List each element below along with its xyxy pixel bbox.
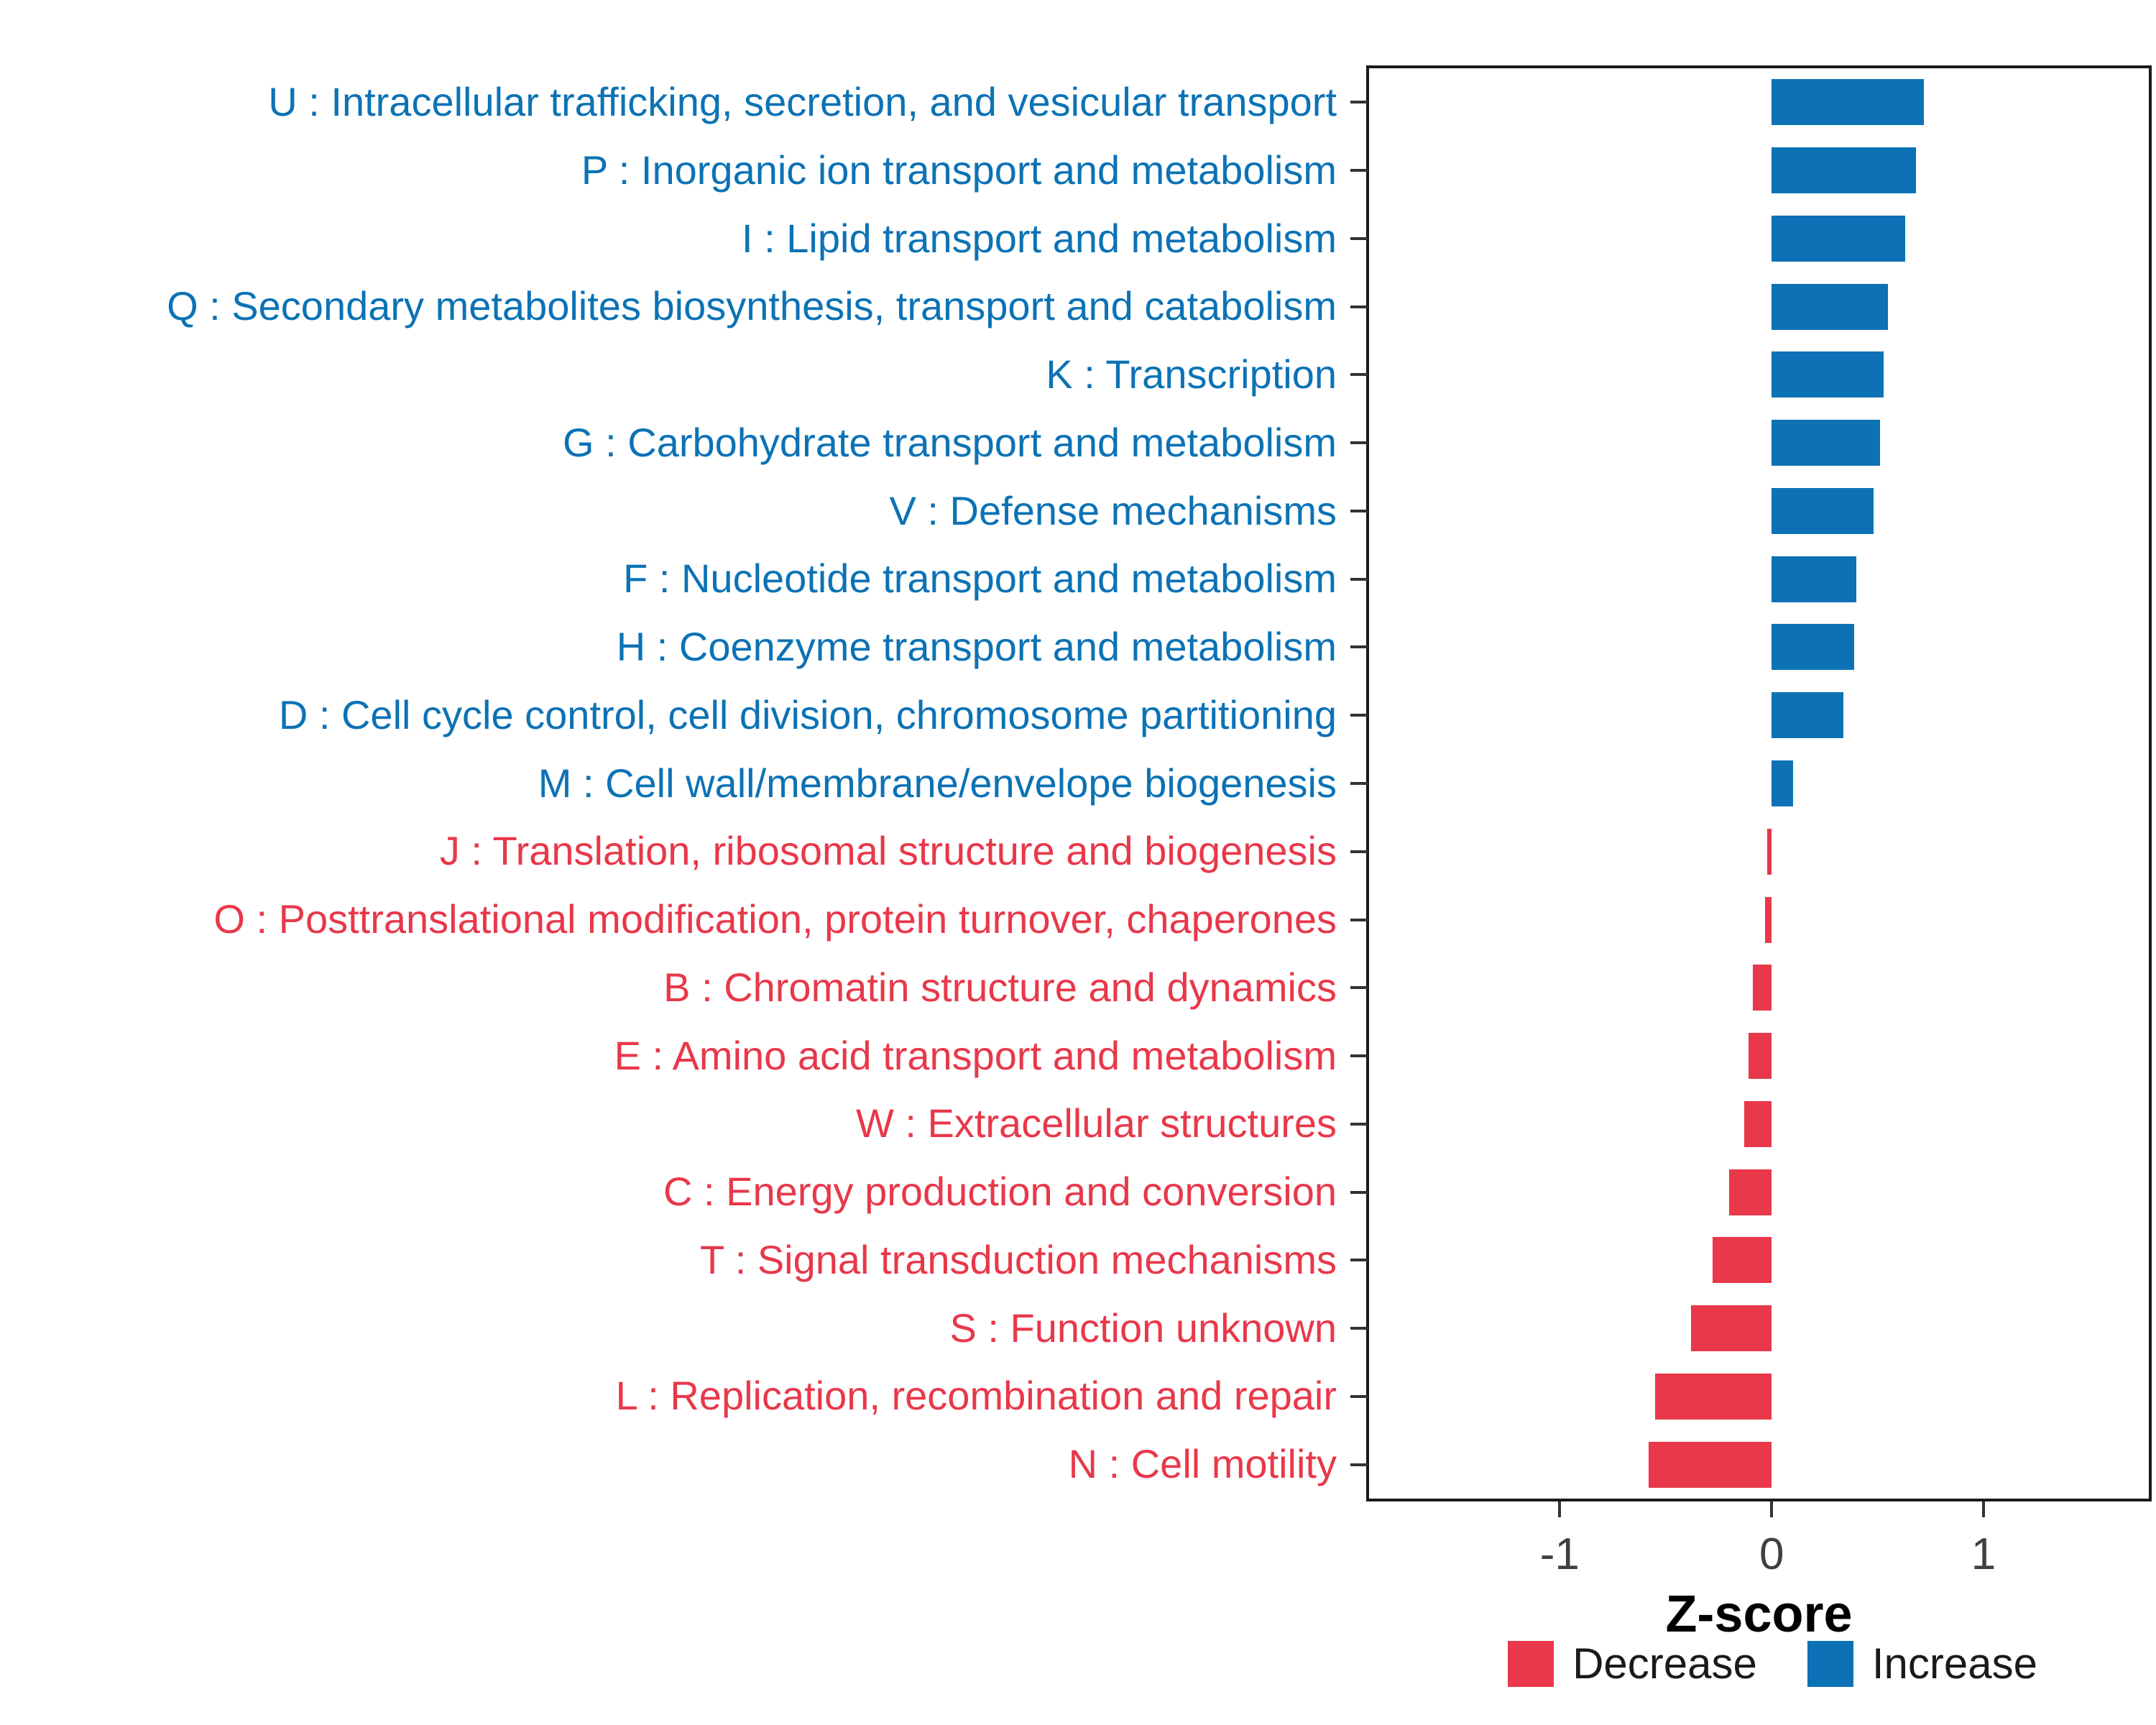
x-tick-1 [1982,1501,1986,1517]
bar-V [1772,487,1874,534]
legend-swatch-decrease [1508,1640,1554,1687]
category-label-C: C : Energy production and conversion [663,1169,1337,1215]
bar-P [1772,147,1916,194]
y-tick-D [1350,714,1368,717]
category-label-Q: Q : Secondary metabolites biosynthesis, … [167,283,1337,329]
y-tick-B [1350,986,1368,990]
category-label-H: H : Coenzyme transport and metabolism [616,624,1337,670]
category-label-I: I : Lipid transport and metabolism [742,215,1337,261]
category-label-M: M : Cell wall/membrane/envelope biogenes… [538,760,1337,806]
bar-T [1712,1237,1772,1284]
x-axis-title: Z-score [1665,1586,1853,1643]
bar-O [1765,896,1772,943]
legend-label-decrease: Decrease [1572,1639,1757,1688]
category-label-F: F : Nucleotide transport and metabolism [623,556,1337,602]
legend-label-increase: Increase [1871,1639,2037,1688]
legend: Decrease Increase [1508,1639,2037,1688]
y-tick-C [1350,1190,1368,1194]
category-label-G: G : Carbohydrate transport and metabolis… [563,419,1337,465]
bar-N [1649,1441,1772,1488]
legend-item-increase: Increase [1807,1639,2037,1688]
y-tick-G [1350,441,1368,445]
x-tick-0 [1770,1501,1774,1517]
y-tick-N [1350,1463,1368,1466]
category-label-S: S : Function unknown [949,1305,1337,1351]
y-tick-K [1350,373,1368,377]
y-tick-O [1350,918,1368,921]
y-tick-P [1350,169,1368,172]
category-label-O: O : Posttranslational modification, prot… [213,896,1337,942]
category-label-L: L : Replication, recombination and repai… [615,1373,1337,1419]
bar-F [1772,556,1857,602]
bar-Q [1772,283,1889,330]
bar-M [1772,760,1793,806]
y-tick-T [1350,1259,1368,1262]
category-label-J: J : Translation, ribosomal structure and… [439,828,1337,874]
bar-S [1691,1305,1772,1352]
y-tick-H [1350,645,1368,649]
category-label-U: U : Intracellular trafficking, secretion… [268,79,1337,124]
y-tick-U [1350,101,1368,104]
bar-D [1772,692,1844,739]
y-tick-J [1350,850,1368,853]
x-tick-label--1: -1 [1539,1530,1580,1579]
bar-E [1748,1033,1772,1080]
bar-C [1729,1169,1772,1215]
category-label-B: B : Chromatin structure and dynamics [663,964,1337,1010]
plot-panel [1366,65,2152,1501]
bar-J [1767,828,1772,875]
category-label-T: T : Signal transduction mechanisms [699,1236,1337,1282]
bar-B [1752,965,1772,1011]
bar-K [1772,351,1884,398]
category-label-W: W : Extracellular structures [855,1100,1337,1146]
x-tick--1 [1558,1501,1562,1517]
legend-item-decrease: Decrease [1508,1639,1757,1688]
category-label-E: E : Amino acid transport and metabolism [614,1032,1337,1078]
y-tick-E [1350,1054,1368,1058]
bar-L [1655,1373,1772,1420]
y-tick-W [1350,1122,1368,1126]
bar-U [1772,79,1925,126]
bar-I [1772,215,1905,262]
y-tick-S [1350,1327,1368,1330]
category-label-D: D : Cell cycle control, cell division, c… [278,691,1337,737]
bar-W [1743,1100,1772,1147]
category-label-K: K : Transcription [1046,351,1337,397]
x-tick-label-0: 0 [1759,1530,1784,1579]
category-label-V: V : Defense mechanisms [889,487,1337,533]
bar-G [1772,420,1880,466]
y-tick-I [1350,236,1368,240]
category-label-N: N : Cell motility [1068,1441,1337,1487]
category-label-P: P : Inorganic ion transport and metaboli… [581,147,1337,193]
y-tick-M [1350,782,1368,785]
y-tick-V [1350,509,1368,512]
y-tick-Q [1350,305,1368,308]
legend-swatch-increase [1807,1640,1853,1687]
x-tick-label-1: 1 [1971,1530,1996,1579]
bar-H [1772,624,1855,671]
y-tick-F [1350,577,1368,581]
y-tick-L [1350,1394,1368,1398]
